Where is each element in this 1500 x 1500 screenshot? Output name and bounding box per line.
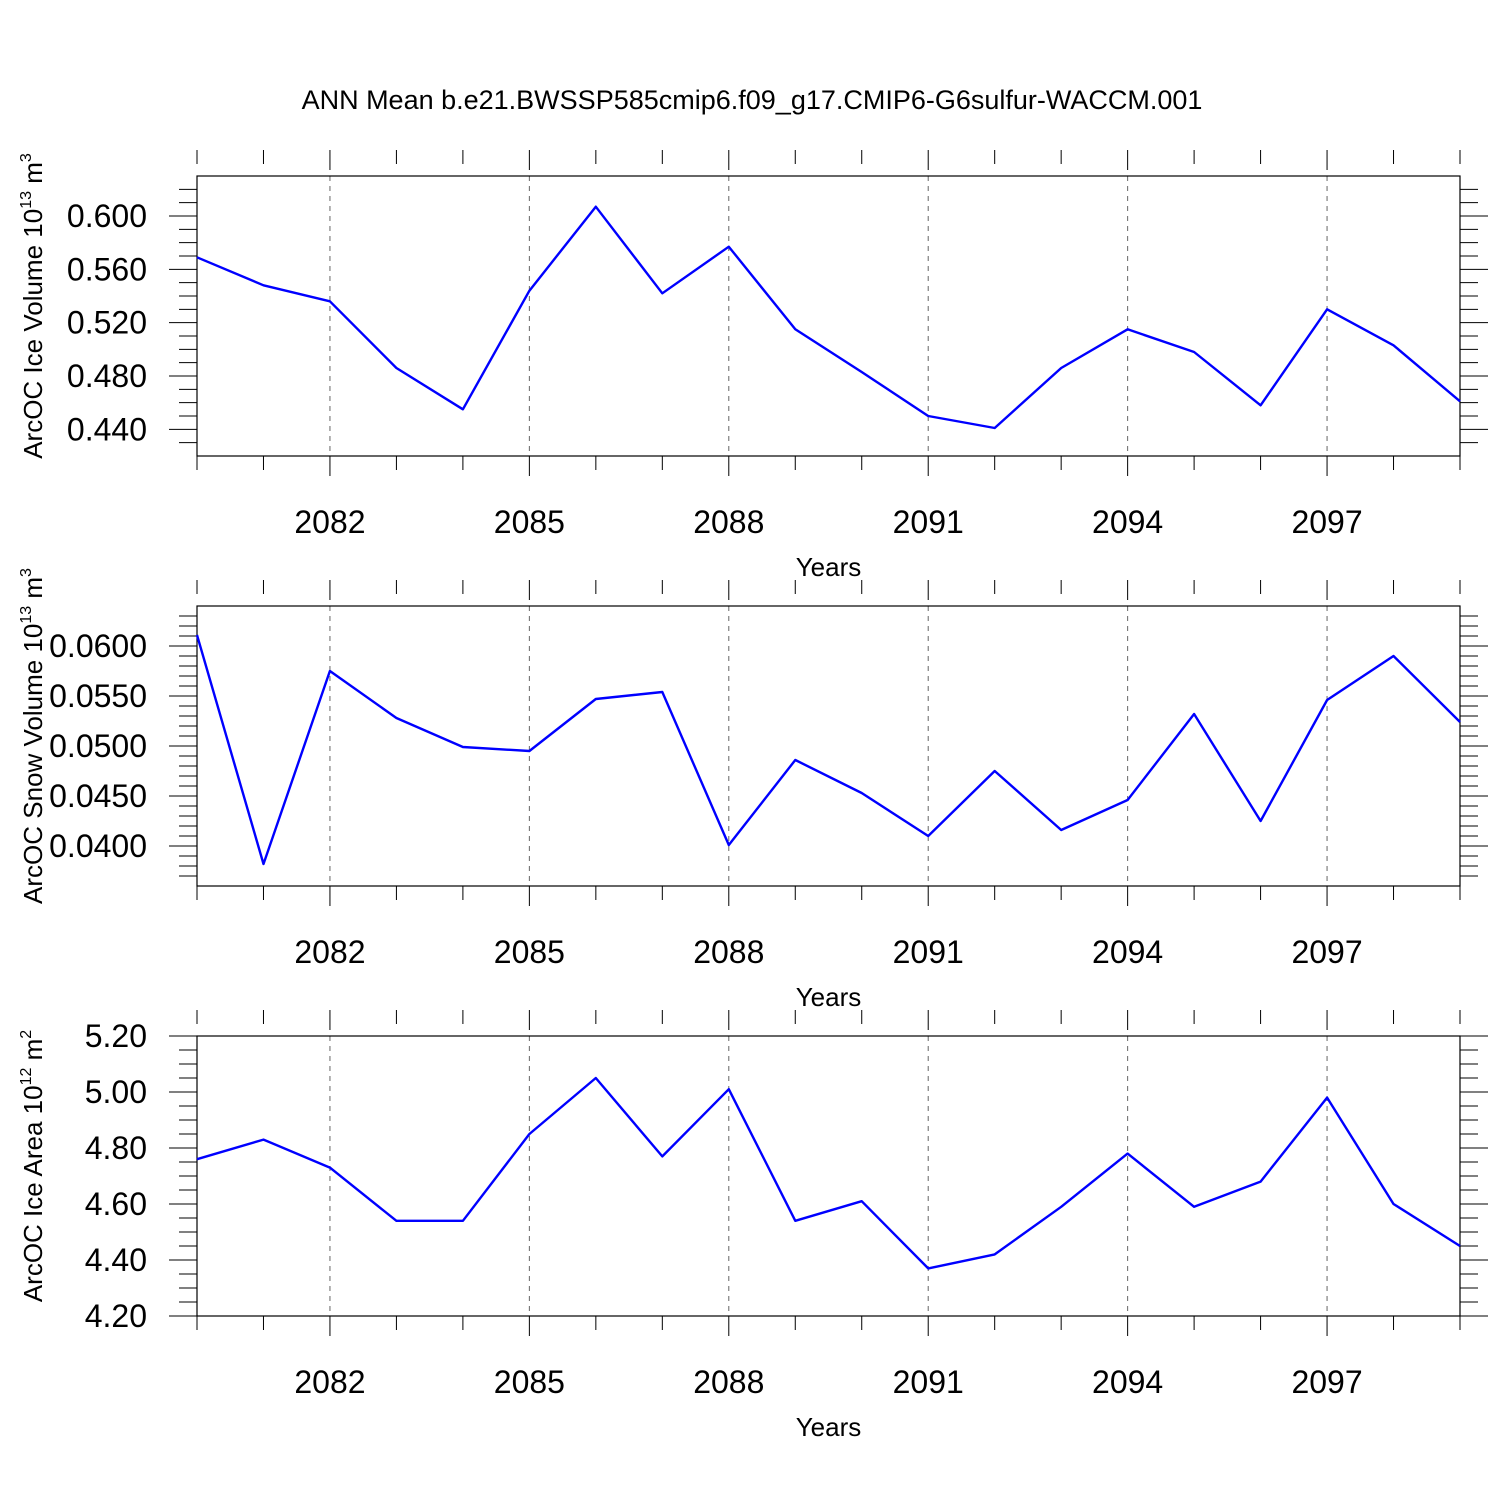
- x-axis-label: Years: [796, 982, 862, 1012]
- y-tick-label: 0.600: [67, 198, 147, 234]
- x-axis-label: Years: [796, 552, 862, 582]
- y-axis-label-unit-exponent: 2: [18, 1030, 35, 1039]
- y-axis-label-exponent: 12: [18, 1068, 35, 1086]
- y-axis-label-exponent: 13: [18, 191, 35, 209]
- plot-frame: [196, 1035, 1461, 1317]
- y-tick-label: 0.480: [67, 358, 147, 394]
- y-tick-label: 0.440: [67, 411, 147, 447]
- y-tick-label: 4.80: [85, 1130, 147, 1166]
- y-tick-label: 4.60: [85, 1186, 147, 1222]
- y-tick-label: 5.00: [85, 1074, 147, 1110]
- series-line: [196, 205, 1461, 430]
- y-axis-label-unit-exponent: 3: [18, 568, 35, 577]
- x-tick-label: 2094: [1092, 1364, 1163, 1400]
- x-tick-label: 2097: [1291, 934, 1362, 970]
- y-tick-label: 4.40: [85, 1242, 147, 1278]
- y-axis-label: ArcOC Snow Volume 1013 m3: [18, 568, 48, 904]
- x-tick-label: 2088: [693, 1364, 764, 1400]
- x-tick-label: 2085: [494, 1364, 565, 1400]
- x-tick-label: 2085: [494, 934, 565, 970]
- y-tick-label: 0.520: [67, 305, 147, 341]
- x-tick-label: 2091: [893, 934, 964, 970]
- x-tick-label: 2088: [693, 934, 764, 970]
- x-tick-label: 2097: [1291, 1364, 1362, 1400]
- panel-ice-volume: 2082 2085 2088 2091 2094 2097 0.440 0.480 0.520 0…: [18, 150, 1488, 582]
- panel-snow-volume: 2082 2085 2088 2091 2094 2097 0.0400 0.0450 0.05…: [18, 568, 1488, 1012]
- x-tick-label: 2091: [893, 504, 964, 540]
- y-axis-label-text: ArcOC Snow Volume 10: [18, 624, 48, 904]
- y-axis-label-unit: m: [18, 1039, 48, 1068]
- y-tick-label: 0.0500: [49, 728, 147, 764]
- y-tick-label: 5.20: [85, 1018, 147, 1054]
- y-axis-label-text: ArcOC Ice Volume 10: [18, 209, 48, 459]
- x-tick-label: 2094: [1092, 504, 1163, 540]
- y-axis-label-text: ArcOC Ice Area 10: [18, 1085, 48, 1302]
- y-tick-label: 4.20: [85, 1298, 147, 1334]
- y-axis-label: ArcOC Ice Area 1012 m2: [18, 1030, 48, 1302]
- x-tick-label: 2097: [1291, 504, 1362, 540]
- x-tick-label: 2082: [294, 1364, 365, 1400]
- y-tick-label: 0.560: [67, 251, 147, 287]
- panel-ice-area: 2082 2085 2088 2091 2094 2097 4.20 4.40 4.60 4.80…: [18, 1010, 1488, 1442]
- y-tick-label: 0.0600: [49, 628, 147, 664]
- x-tick-label: 2094: [1092, 934, 1163, 970]
- plot-frame: [196, 605, 1461, 887]
- y-tick-label: 0.0550: [49, 678, 147, 714]
- y-axis-label-unit-exponent: 3: [18, 153, 35, 162]
- series-line: [195, 634, 1461, 866]
- x-axis-label: Years: [796, 1412, 862, 1442]
- y-axis-label-unit: m: [18, 577, 48, 606]
- x-tick-label: 2091: [893, 1364, 964, 1400]
- y-tick-label: 0.0450: [49, 778, 147, 814]
- y-axis-label-exponent: 13: [18, 606, 35, 624]
- plot-frame: [196, 175, 1461, 457]
- y-axis-label-unit: m: [18, 162, 48, 191]
- x-tick-label: 2082: [294, 504, 365, 540]
- series-line: [196, 1076, 1461, 1270]
- y-tick-label: 0.0400: [49, 828, 147, 864]
- chart-title: ANN Mean b.e21.BWSSP585cmip6.f09_g17.CMI…: [302, 85, 1203, 115]
- x-tick-label: 2085: [494, 504, 565, 540]
- x-tick-label: 2082: [294, 934, 365, 970]
- y-axis-label: ArcOC Ice Volume 1013 m3: [18, 153, 48, 459]
- x-tick-label: 2088: [693, 504, 764, 540]
